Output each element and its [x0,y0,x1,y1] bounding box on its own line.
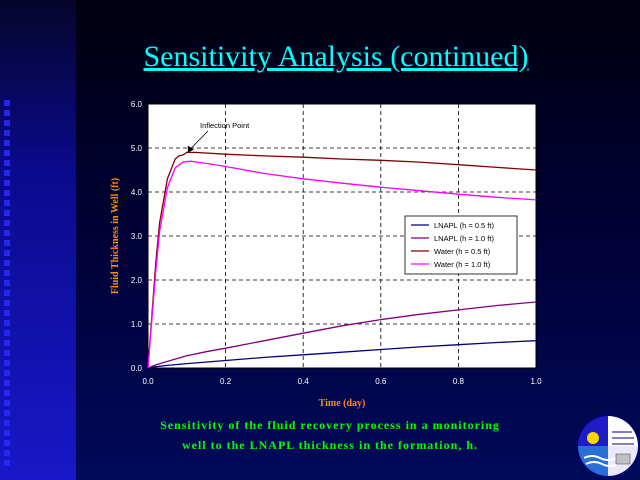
pattern-square [4,210,10,216]
pattern-square [4,420,10,426]
pattern-square [4,280,10,286]
y-axis-title: Fluid Thickness in Well (ft) [110,178,121,294]
pattern-square [4,330,10,336]
legend-label: LNAPL (h = 0.5 ft) [434,221,494,230]
pattern-square [4,260,10,266]
series-line [147,160,537,369]
pattern-square [4,310,10,316]
pattern-square [4,440,10,446]
y-tick-label: 6.0 [131,100,143,109]
pattern-square [4,200,10,206]
pattern-square [4,450,10,456]
left-decorative-strip [0,0,76,480]
pattern-square [4,100,10,106]
x-axis-title: Time (day) [319,398,366,409]
pattern-square [4,220,10,226]
pattern-square [4,110,10,116]
pattern-square [4,250,10,256]
annotation-arrow [188,130,209,151]
pattern-square [4,160,10,166]
pattern-square [4,320,10,326]
pattern-square [4,340,10,346]
pattern-square [4,430,10,436]
y-tick-label: 5.0 [131,144,143,153]
pattern-square [4,410,10,416]
y-tick-label: 0.0 [131,364,143,373]
pattern-square [4,460,10,466]
pattern-square [4,370,10,376]
x-tick-label: 0.4 [298,377,310,386]
series-line [147,301,537,369]
y-tick-label: 3.0 [131,232,143,241]
legend-label: Water (h = 0.5 ft) [434,247,491,256]
pattern-square [4,400,10,406]
pattern-square [4,170,10,176]
pattern-square [4,140,10,146]
pattern-square [4,350,10,356]
pattern-square [4,130,10,136]
annotation-label: Inflection Point [200,121,250,130]
x-tick-label: 0.8 [453,377,465,386]
x-tick-label: 0.0 [142,377,154,386]
x-tick-label: 0.6 [375,377,387,386]
pattern-square [4,150,10,156]
pattern-square [4,380,10,386]
pattern-square [4,270,10,276]
pattern-square [4,390,10,396]
series-line [147,340,537,369]
pattern-square [4,290,10,296]
y-tick-label: 2.0 [131,276,143,285]
pattern-square [4,360,10,366]
caption-line-2: well to the LNAPL thickness in the forma… [181,438,478,452]
pattern-square [4,120,10,126]
y-tick-label: 1.0 [131,320,143,329]
left-square-pattern [4,100,10,466]
legend-label: Water (h = 1.0 ft) [434,260,491,269]
slide-title: Sensitivity Analysis (continued) [143,40,529,73]
series-line [147,151,537,369]
caption-line-1: Sensitivity of the fluid recovery proces… [160,418,500,432]
x-tick-label: 0.2 [220,377,232,386]
pattern-square [4,180,10,186]
x-tick-label: 1.0 [530,377,542,386]
annotation-arrowhead [187,145,194,153]
pattern-square [4,300,10,306]
y-tick-label: 4.0 [131,188,143,197]
pattern-square [4,240,10,246]
legend-label: LNAPL (h = 1.0 ft) [434,234,494,243]
university-seal-logo [577,415,639,477]
pattern-square [4,190,10,196]
pattern-square [4,230,10,236]
